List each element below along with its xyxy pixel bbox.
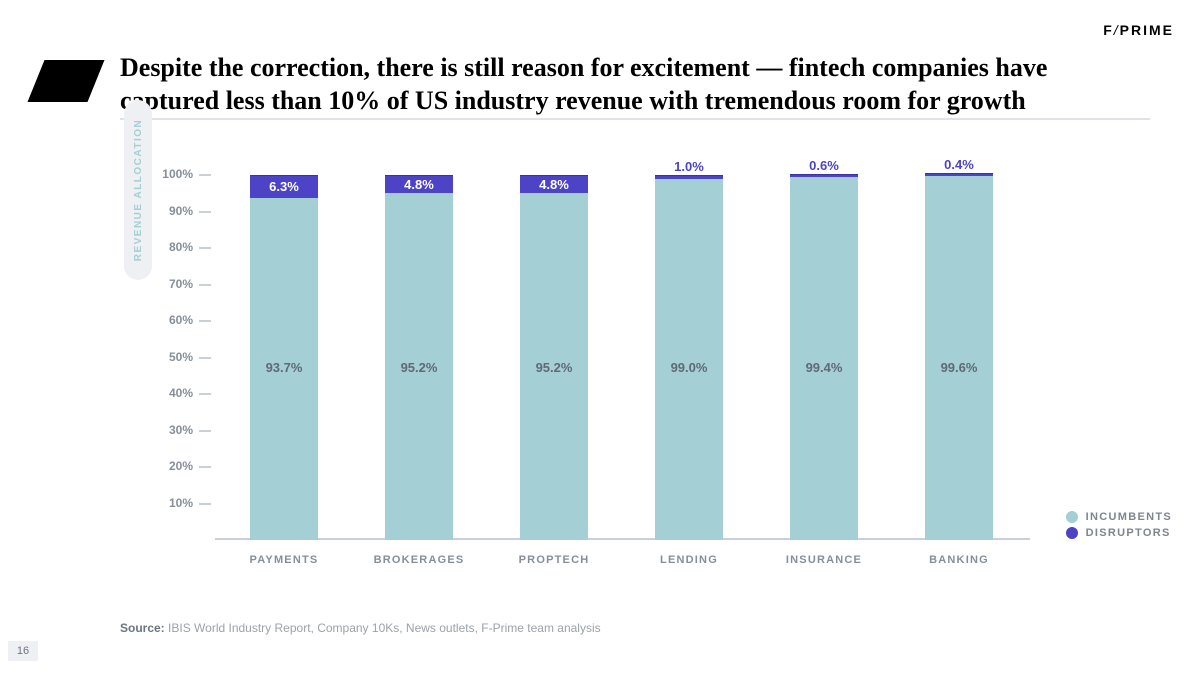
bar-disruptors xyxy=(790,174,858,177)
bar-group: 93.7%6.3%PAYMENTS xyxy=(250,175,318,540)
brand-logo: F/PRIME xyxy=(1103,22,1174,38)
bar-incumbents xyxy=(925,176,993,540)
disruptor-value-label: 0.6% xyxy=(754,158,894,173)
y-tick xyxy=(199,357,211,359)
y-tick-label: 70% xyxy=(143,277,193,291)
y-tick xyxy=(199,503,211,505)
y-tick xyxy=(199,466,211,468)
y-tick-label: 40% xyxy=(143,386,193,400)
legend-label: INCUMBENTS xyxy=(1086,511,1172,523)
y-tick-label: 80% xyxy=(143,240,193,254)
category-label: BROKERAGES xyxy=(349,554,489,566)
disruptor-value-label: 0.4% xyxy=(889,157,1029,172)
y-tick xyxy=(199,247,211,249)
category-label: PAYMENTS xyxy=(214,554,354,566)
legend-swatch xyxy=(1066,527,1078,539)
page-number: 16 xyxy=(8,641,38,661)
bar-incumbents xyxy=(655,179,723,540)
title-accent-shape xyxy=(28,60,105,102)
revenue-chart: 10%20%30%40%50%60%70%80%90%100%93.7%6.3%… xyxy=(215,175,1030,540)
bar-group: 99.6%0.4%BANKING xyxy=(925,175,993,540)
y-tick xyxy=(199,393,211,395)
y-tick xyxy=(199,430,211,432)
title-underline xyxy=(120,118,1150,120)
x-axis-line xyxy=(215,538,1030,540)
y-tick-label: 60% xyxy=(143,313,193,327)
y-tick xyxy=(199,211,211,213)
incumbent-value-label: 95.2% xyxy=(385,360,453,375)
incumbent-value-label: 95.2% xyxy=(520,360,588,375)
bar-group: 95.2%4.8%BROKERAGES xyxy=(385,175,453,540)
y-tick-label: 90% xyxy=(143,204,193,218)
y-tick-label: 50% xyxy=(143,350,193,364)
legend-label: DISRUPTORS xyxy=(1086,527,1171,539)
disruptor-value-label: 4.8% xyxy=(484,177,624,192)
bar-group: 99.0%1.0%LENDING xyxy=(655,175,723,540)
plot-area: 10%20%30%40%50%60%70%80%90%100%93.7%6.3%… xyxy=(215,175,1030,540)
source-label: Source: xyxy=(120,621,165,635)
bar-group: 95.2%4.8%PROPTECH xyxy=(520,175,588,540)
y-tick xyxy=(199,320,211,322)
disruptor-value-label: 4.8% xyxy=(349,177,489,192)
logo-part-right: PRIME xyxy=(1120,22,1174,38)
y-tick-label: 20% xyxy=(143,459,193,473)
source-line: Source: IBIS World Industry Report, Comp… xyxy=(120,621,601,635)
category-label: BANKING xyxy=(889,554,1029,566)
incumbent-value-label: 99.4% xyxy=(790,360,858,375)
legend: INCUMBENTS DISRUPTORS xyxy=(1066,511,1172,543)
category-label: LENDING xyxy=(619,554,759,566)
incumbent-value-label: 93.7% xyxy=(250,360,318,375)
legend-row: INCUMBENTS xyxy=(1066,511,1172,523)
bar-group: 99.4%0.6%INSURANCE xyxy=(790,175,858,540)
y-tick xyxy=(199,284,211,286)
bar-disruptors xyxy=(655,175,723,179)
logo-part-left: F xyxy=(1103,22,1114,38)
y-tick-label: 10% xyxy=(143,496,193,510)
y-tick-label: 30% xyxy=(143,423,193,437)
source-text: IBIS World Industry Report, Company 10Ks… xyxy=(168,621,601,635)
category-label: INSURANCE xyxy=(754,554,894,566)
legend-swatch xyxy=(1066,511,1078,523)
incumbent-value-label: 99.0% xyxy=(655,360,723,375)
disruptor-value-label: 6.3% xyxy=(214,179,354,194)
bar-incumbents xyxy=(790,177,858,540)
y-tick-label: 100% xyxy=(143,167,193,181)
bar-disruptors xyxy=(925,173,993,176)
category-label: PROPTECH xyxy=(484,554,624,566)
disruptor-value-label: 1.0% xyxy=(619,159,759,174)
legend-row: DISRUPTORS xyxy=(1066,527,1172,539)
y-tick xyxy=(199,174,211,176)
slide-title: Despite the correction, there is still r… xyxy=(120,52,1080,117)
incumbent-value-label: 99.6% xyxy=(925,360,993,375)
